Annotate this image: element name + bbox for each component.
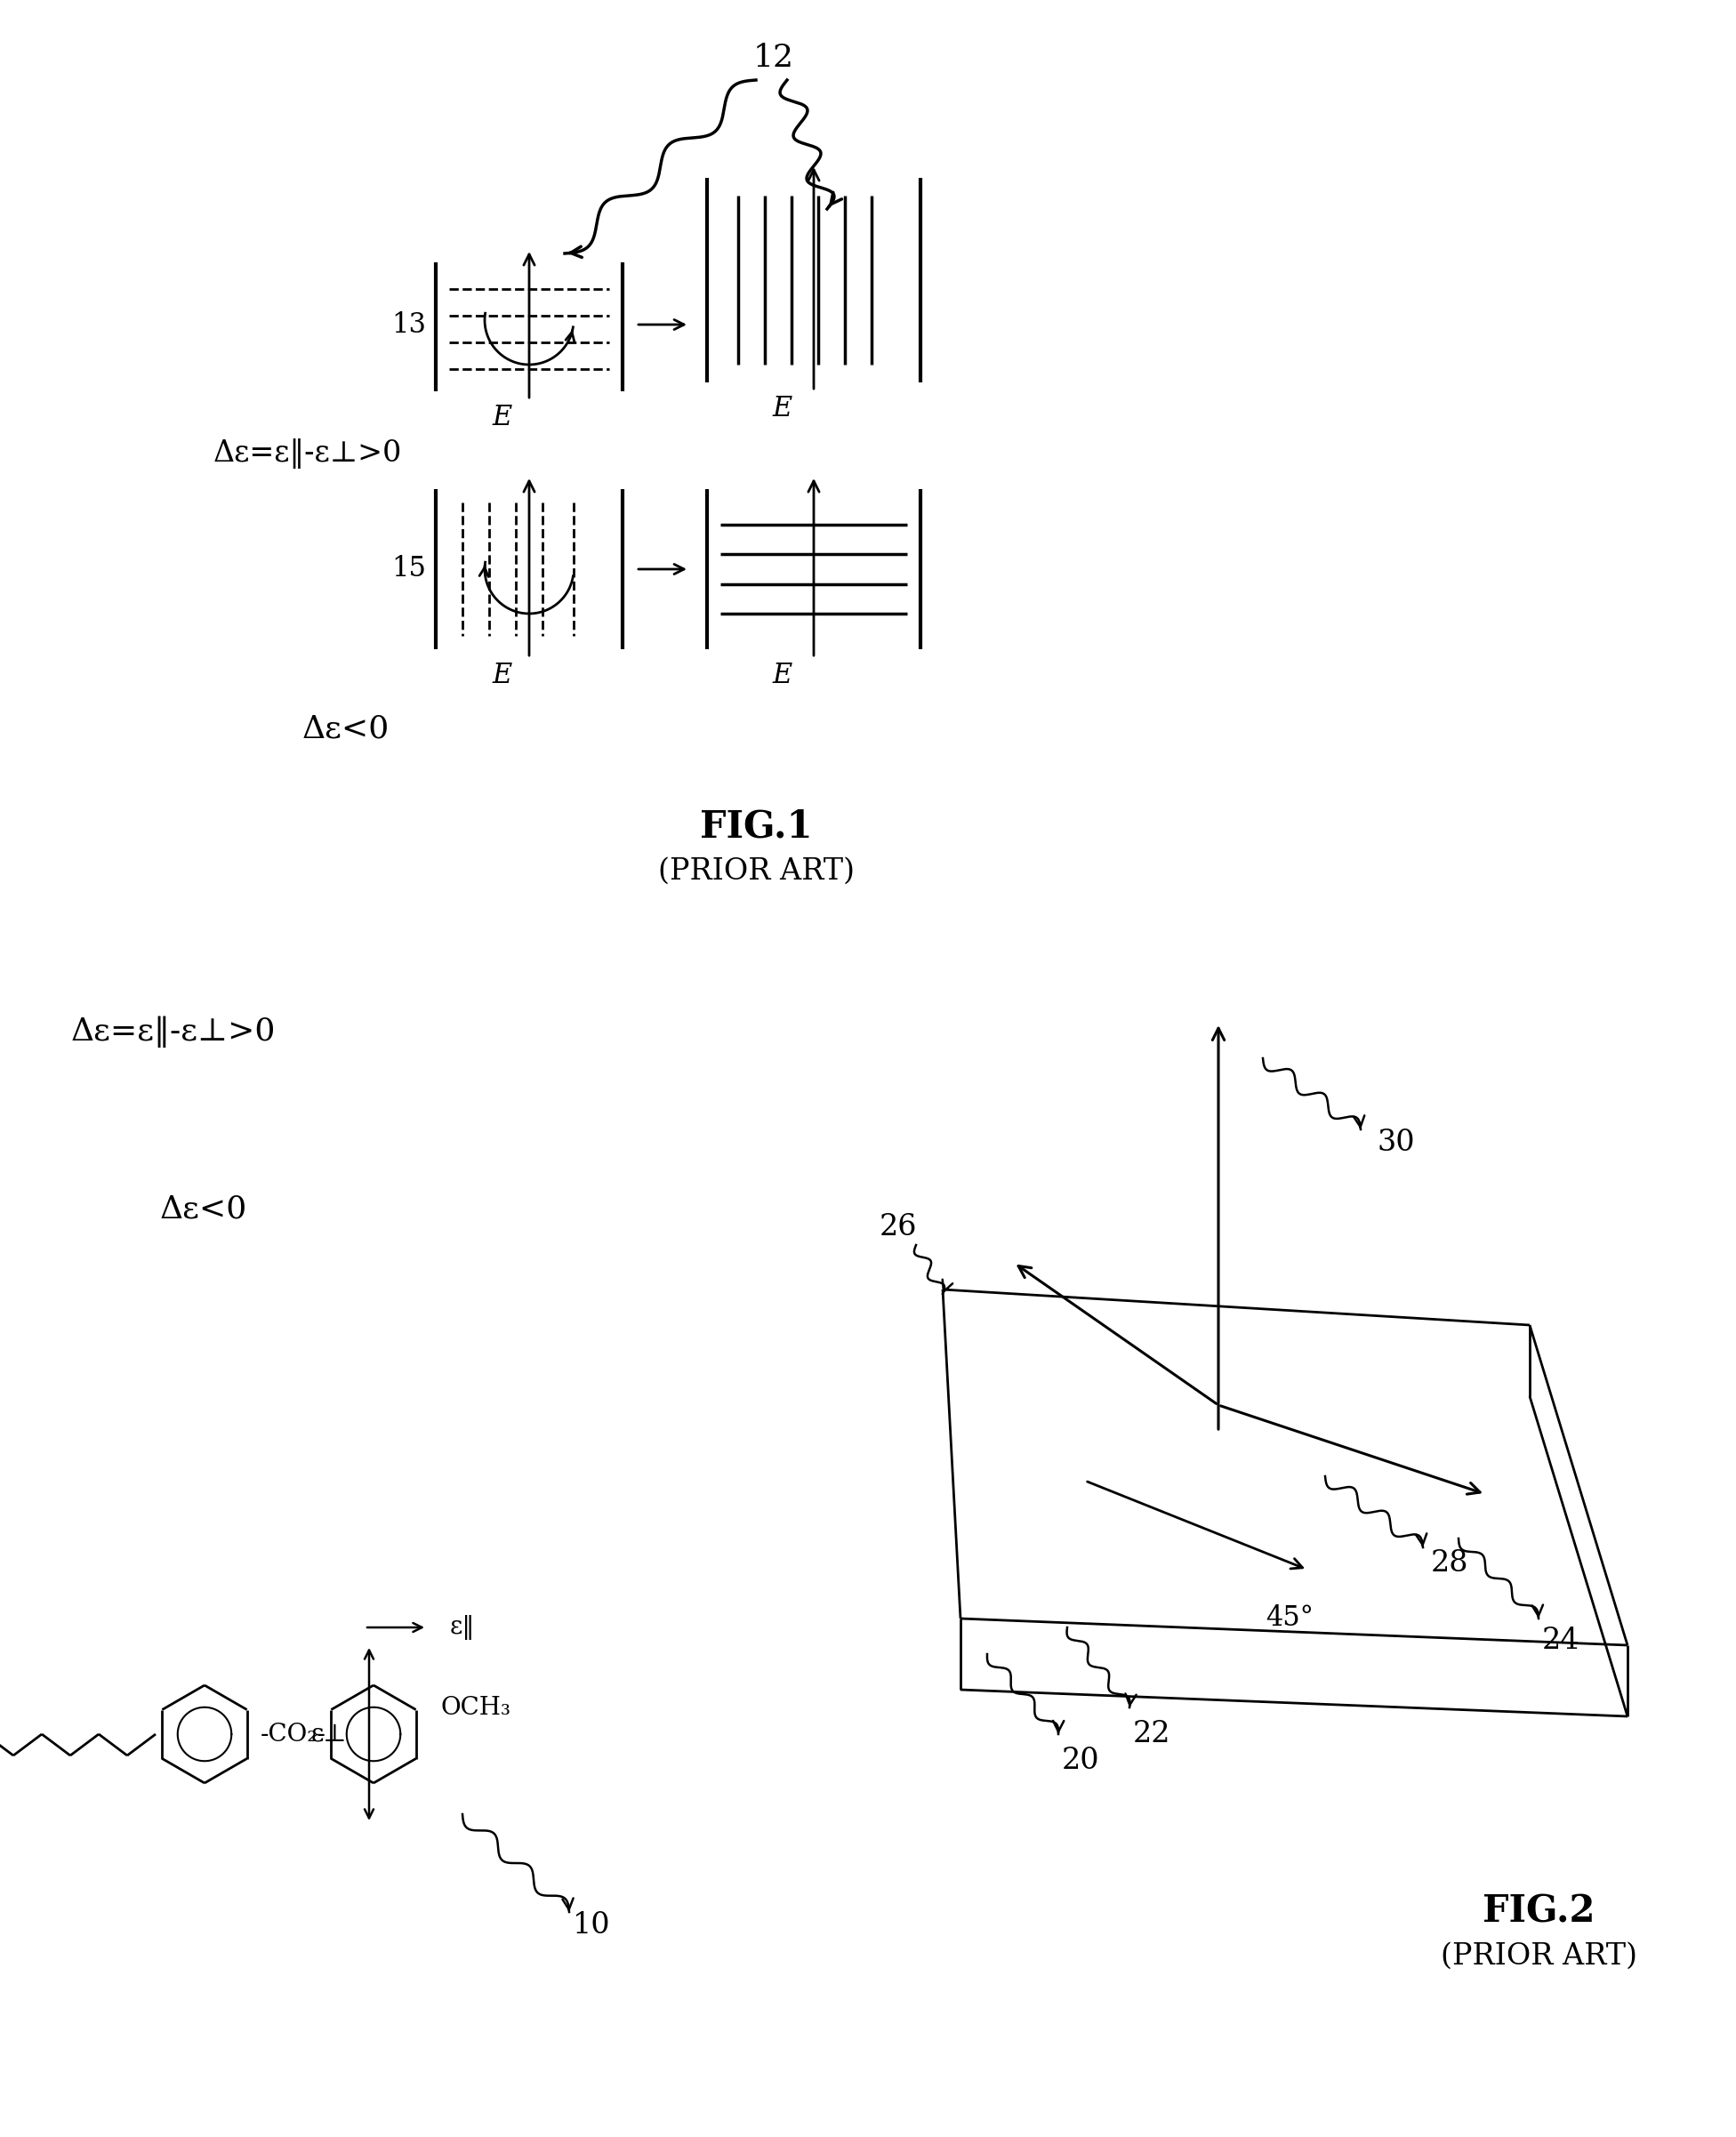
Text: Δε<0: Δε<0 xyxy=(160,1195,248,1225)
Text: ε⊥: ε⊥ xyxy=(311,1722,347,1746)
Text: E: E xyxy=(773,662,793,690)
Text: Δε<0: Δε<0 xyxy=(302,714,391,744)
Text: 20: 20 xyxy=(1062,1746,1099,1776)
Text: 10: 10 xyxy=(573,1910,611,1940)
Text: 28: 28 xyxy=(1430,1549,1469,1577)
Text: 22: 22 xyxy=(1134,1720,1170,1748)
Text: (PRIOR ART): (PRIOR ART) xyxy=(658,857,854,885)
Text: 45°: 45° xyxy=(1266,1605,1314,1633)
Text: 12: 12 xyxy=(753,43,793,73)
Text: 24: 24 xyxy=(1542,1626,1580,1654)
Text: (PRIOR ART): (PRIOR ART) xyxy=(1441,1943,1637,1970)
Text: OCH₃: OCH₃ xyxy=(441,1695,510,1720)
Text: -CO₂-: -CO₂- xyxy=(260,1722,326,1746)
Text: Δε=ε‖-ε⊥>0: Δε=ε‖-ε⊥>0 xyxy=(214,438,403,468)
Text: E: E xyxy=(493,404,512,432)
Text: 15: 15 xyxy=(392,556,427,583)
Text: Δε=ε‖-ε⊥>0: Δε=ε‖-ε⊥>0 xyxy=(71,1015,276,1047)
Text: 30: 30 xyxy=(1377,1128,1415,1156)
Text: 26: 26 xyxy=(880,1214,917,1242)
Text: 13: 13 xyxy=(392,310,427,338)
Text: FIG.1: FIG.1 xyxy=(700,808,812,846)
Text: ε‖: ε‖ xyxy=(450,1616,476,1639)
Text: E: E xyxy=(773,395,793,423)
Text: FIG.2: FIG.2 xyxy=(1483,1893,1595,1930)
Text: E: E xyxy=(493,662,512,690)
